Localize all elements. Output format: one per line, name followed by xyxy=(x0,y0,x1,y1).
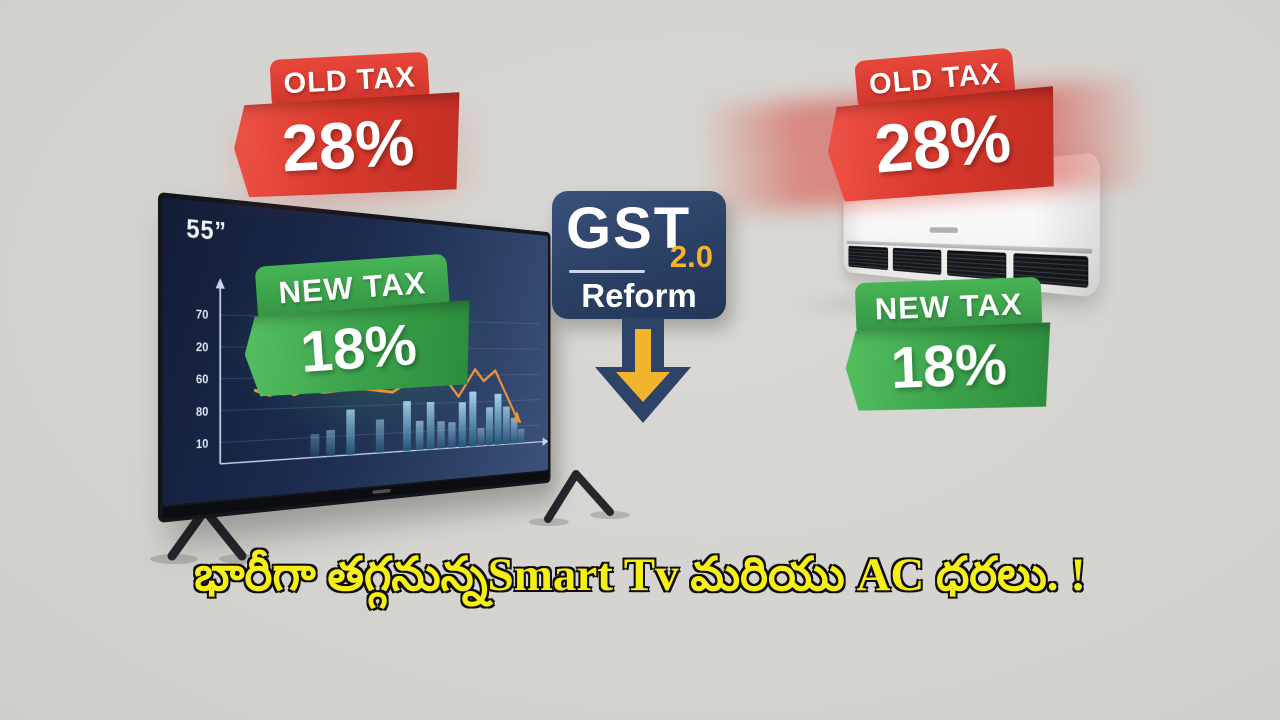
svg-text:80: 80 xyxy=(196,404,209,419)
tv-old-tax-badge: OLD TAX 28% xyxy=(230,50,465,201)
tv-screen-chart: 70 20 60 80 10 xyxy=(196,277,548,505)
gst-version: 2.0 xyxy=(669,239,713,274)
ac-vent-slat xyxy=(848,245,889,271)
tv-frame: 70 20 60 80 10 55” xyxy=(158,192,551,523)
ac-vent-slat xyxy=(946,250,1007,281)
tv-brand-mark xyxy=(372,488,391,494)
down-arrow-icon xyxy=(595,317,691,423)
gst-subtitle: Reform xyxy=(581,277,697,314)
ac-vent-slat xyxy=(892,247,942,275)
ac-brand-mark xyxy=(929,227,958,233)
caption-text: భారీగా తగ్గనున్నSmart Tv మరియు AC ధరలు. … xyxy=(193,548,1087,603)
ac-new-tax-value: 18% xyxy=(844,322,1053,413)
tv-old-tax-value: 28% xyxy=(232,92,465,201)
ac-old-tax-badge: OLD TAX 28% xyxy=(820,44,1062,206)
gst-underline xyxy=(569,270,645,273)
svg-text:10: 10 xyxy=(196,436,209,451)
gst-reform-badge: GST 2.0 Reform xyxy=(552,191,726,319)
smart-tv: 70 20 60 80 10 55” xyxy=(158,192,551,523)
ac-new-tax-badge: NEW TAX 18% xyxy=(843,276,1053,413)
svg-text:70: 70 xyxy=(196,307,209,322)
gst-title: GST xyxy=(566,196,692,261)
ac-trim-line xyxy=(846,240,1093,254)
tv-screen: 70 20 60 80 10 55” xyxy=(162,197,548,506)
svg-text:20: 20 xyxy=(196,340,209,354)
svg-text:60: 60 xyxy=(196,372,209,386)
tv-size-label: 55” xyxy=(186,213,227,246)
tv-new-tax-badge: NEW TAX 18% xyxy=(239,252,476,400)
